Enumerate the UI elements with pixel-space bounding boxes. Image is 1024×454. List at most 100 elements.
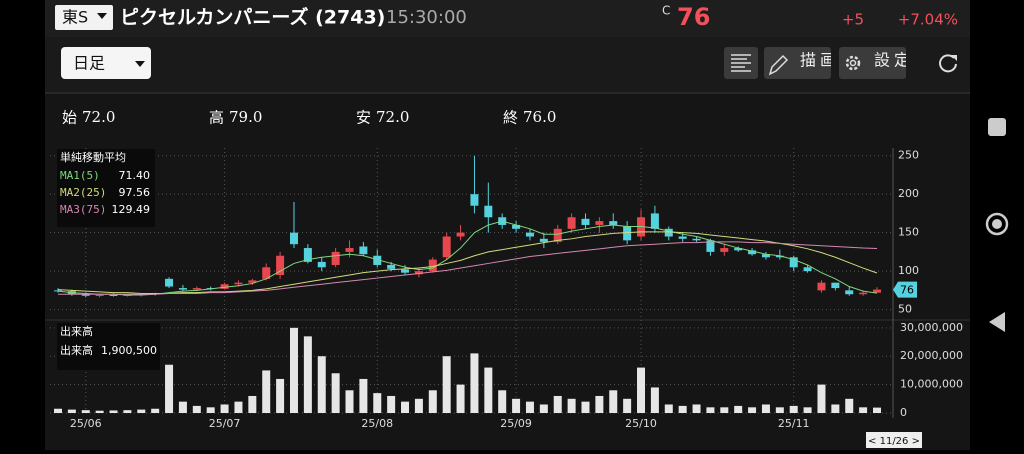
indicator-icon bbox=[731, 54, 751, 72]
volume-tick-label: 0 bbox=[900, 406, 907, 419]
y-tick-label: 100 bbox=[898, 264, 919, 277]
gear-icon-center bbox=[849, 59, 857, 67]
volume-legend-label: 出来高 bbox=[60, 343, 93, 357]
candle-body bbox=[664, 228, 673, 237]
y-tick-label: 250 bbox=[898, 149, 919, 162]
volume-tick-label: 30,000,000 bbox=[900, 321, 963, 334]
nav-home[interactable] bbox=[985, 212, 1009, 236]
volume-legend-value: 1,900,500 bbox=[101, 344, 157, 357]
header-bar bbox=[45, 0, 970, 37]
refresh-icon[interactable] bbox=[939, 54, 957, 73]
y-tick-label: 50 bbox=[898, 303, 912, 316]
candle-body bbox=[595, 221, 604, 225]
price-tag bbox=[893, 281, 917, 298]
ma-line bbox=[57, 220, 878, 296]
candle-body bbox=[623, 226, 632, 241]
candle-body bbox=[165, 278, 174, 287]
volume-bar bbox=[109, 410, 118, 413]
candle-body bbox=[373, 255, 382, 265]
ohlc-value: 79.0 bbox=[229, 108, 262, 126]
volume-bar bbox=[817, 384, 826, 413]
volume-bar bbox=[387, 395, 396, 413]
dropdown-icon bbox=[135, 61, 145, 67]
volume-bar bbox=[761, 404, 770, 413]
market-select[interactable] bbox=[55, 5, 113, 30]
candle-body bbox=[650, 213, 659, 229]
volume-bar bbox=[178, 401, 187, 413]
candle-body bbox=[720, 248, 729, 252]
candle-body bbox=[567, 217, 576, 229]
candle-body bbox=[109, 294, 118, 296]
candle-body bbox=[831, 282, 840, 289]
candle-body bbox=[248, 280, 257, 283]
draw-label: 描画 bbox=[800, 51, 840, 70]
candle-body bbox=[331, 251, 340, 265]
candle-body bbox=[553, 228, 562, 242]
volume-bar bbox=[234, 401, 243, 413]
y-tick-label: 150 bbox=[898, 226, 919, 239]
volume-bar bbox=[609, 390, 618, 413]
ohlc-label: 安 bbox=[356, 109, 371, 127]
volume-bar bbox=[248, 395, 257, 413]
candle-body bbox=[581, 218, 590, 225]
volume-bar bbox=[276, 378, 285, 413]
legend-name: MA3(75) bbox=[60, 203, 106, 216]
volume-bar bbox=[95, 410, 104, 413]
volume-bar bbox=[456, 384, 465, 413]
cursor-label: < 11/26 > bbox=[868, 436, 920, 447]
ohlc-value: 72.0 bbox=[376, 108, 409, 126]
volume-bar bbox=[873, 407, 881, 413]
ohlc-value: 72.0 bbox=[82, 108, 115, 126]
volume-bar bbox=[165, 364, 174, 413]
period: 日足 bbox=[73, 54, 105, 73]
volume-bar bbox=[637, 367, 646, 413]
gear-icon bbox=[845, 55, 861, 71]
volume-tick-label: 10,000,000 bbox=[900, 378, 963, 391]
candle-body bbox=[456, 232, 465, 237]
candle-body bbox=[470, 194, 479, 206]
nav-recent[interactable] bbox=[988, 118, 1006, 136]
nav-home-dot bbox=[992, 219, 1002, 229]
volume-bar bbox=[623, 398, 632, 413]
volume-bar bbox=[414, 398, 423, 413]
candle-body bbox=[81, 294, 90, 296]
volume-bar bbox=[525, 401, 534, 413]
volume-tick-label: 20,000,000 bbox=[900, 349, 963, 362]
change: +5 bbox=[842, 11, 864, 29]
volume-bar bbox=[734, 405, 743, 413]
candle-body bbox=[276, 255, 285, 275]
time: 15:30:00 bbox=[386, 7, 467, 28]
candle-body bbox=[761, 254, 770, 258]
nav-back[interactable] bbox=[989, 312, 1005, 332]
candle-body bbox=[387, 264, 396, 269]
refresh-arrow bbox=[951, 55, 957, 61]
x-tick-label: 25/06 bbox=[70, 417, 102, 430]
volume-bar bbox=[192, 405, 201, 413]
legend-name: MA1(5) bbox=[60, 169, 100, 182]
candle-body bbox=[692, 238, 701, 241]
volume-bar bbox=[345, 390, 354, 413]
volume-bar bbox=[859, 407, 868, 413]
ohlc-label: 始 bbox=[62, 109, 77, 127]
legend-name: MA2(25) bbox=[60, 186, 106, 199]
volume-bar bbox=[803, 407, 812, 413]
volume-bar bbox=[151, 408, 160, 413]
close-flag: C bbox=[662, 4, 670, 18]
volume-bar bbox=[595, 395, 604, 413]
volume-bar bbox=[650, 387, 659, 413]
dropdown-icon bbox=[97, 13, 107, 19]
draw-button[interactable] bbox=[764, 47, 831, 79]
ma-legend-title: 単純移動平均 bbox=[60, 150, 126, 164]
candle-body bbox=[414, 271, 423, 275]
settings-button[interactable] bbox=[839, 47, 906, 79]
candle-body bbox=[484, 205, 493, 218]
volume-bar bbox=[706, 407, 715, 413]
period-select[interactable] bbox=[61, 47, 151, 79]
candle-body bbox=[262, 267, 271, 279]
volume-bar bbox=[470, 353, 479, 413]
x-tick-label: 25/10 bbox=[625, 417, 657, 430]
volume-bar bbox=[845, 398, 854, 413]
legend-value: 71.40 bbox=[119, 169, 151, 182]
volume-title: 出来高 bbox=[60, 324, 93, 338]
volume-bar bbox=[553, 395, 562, 413]
